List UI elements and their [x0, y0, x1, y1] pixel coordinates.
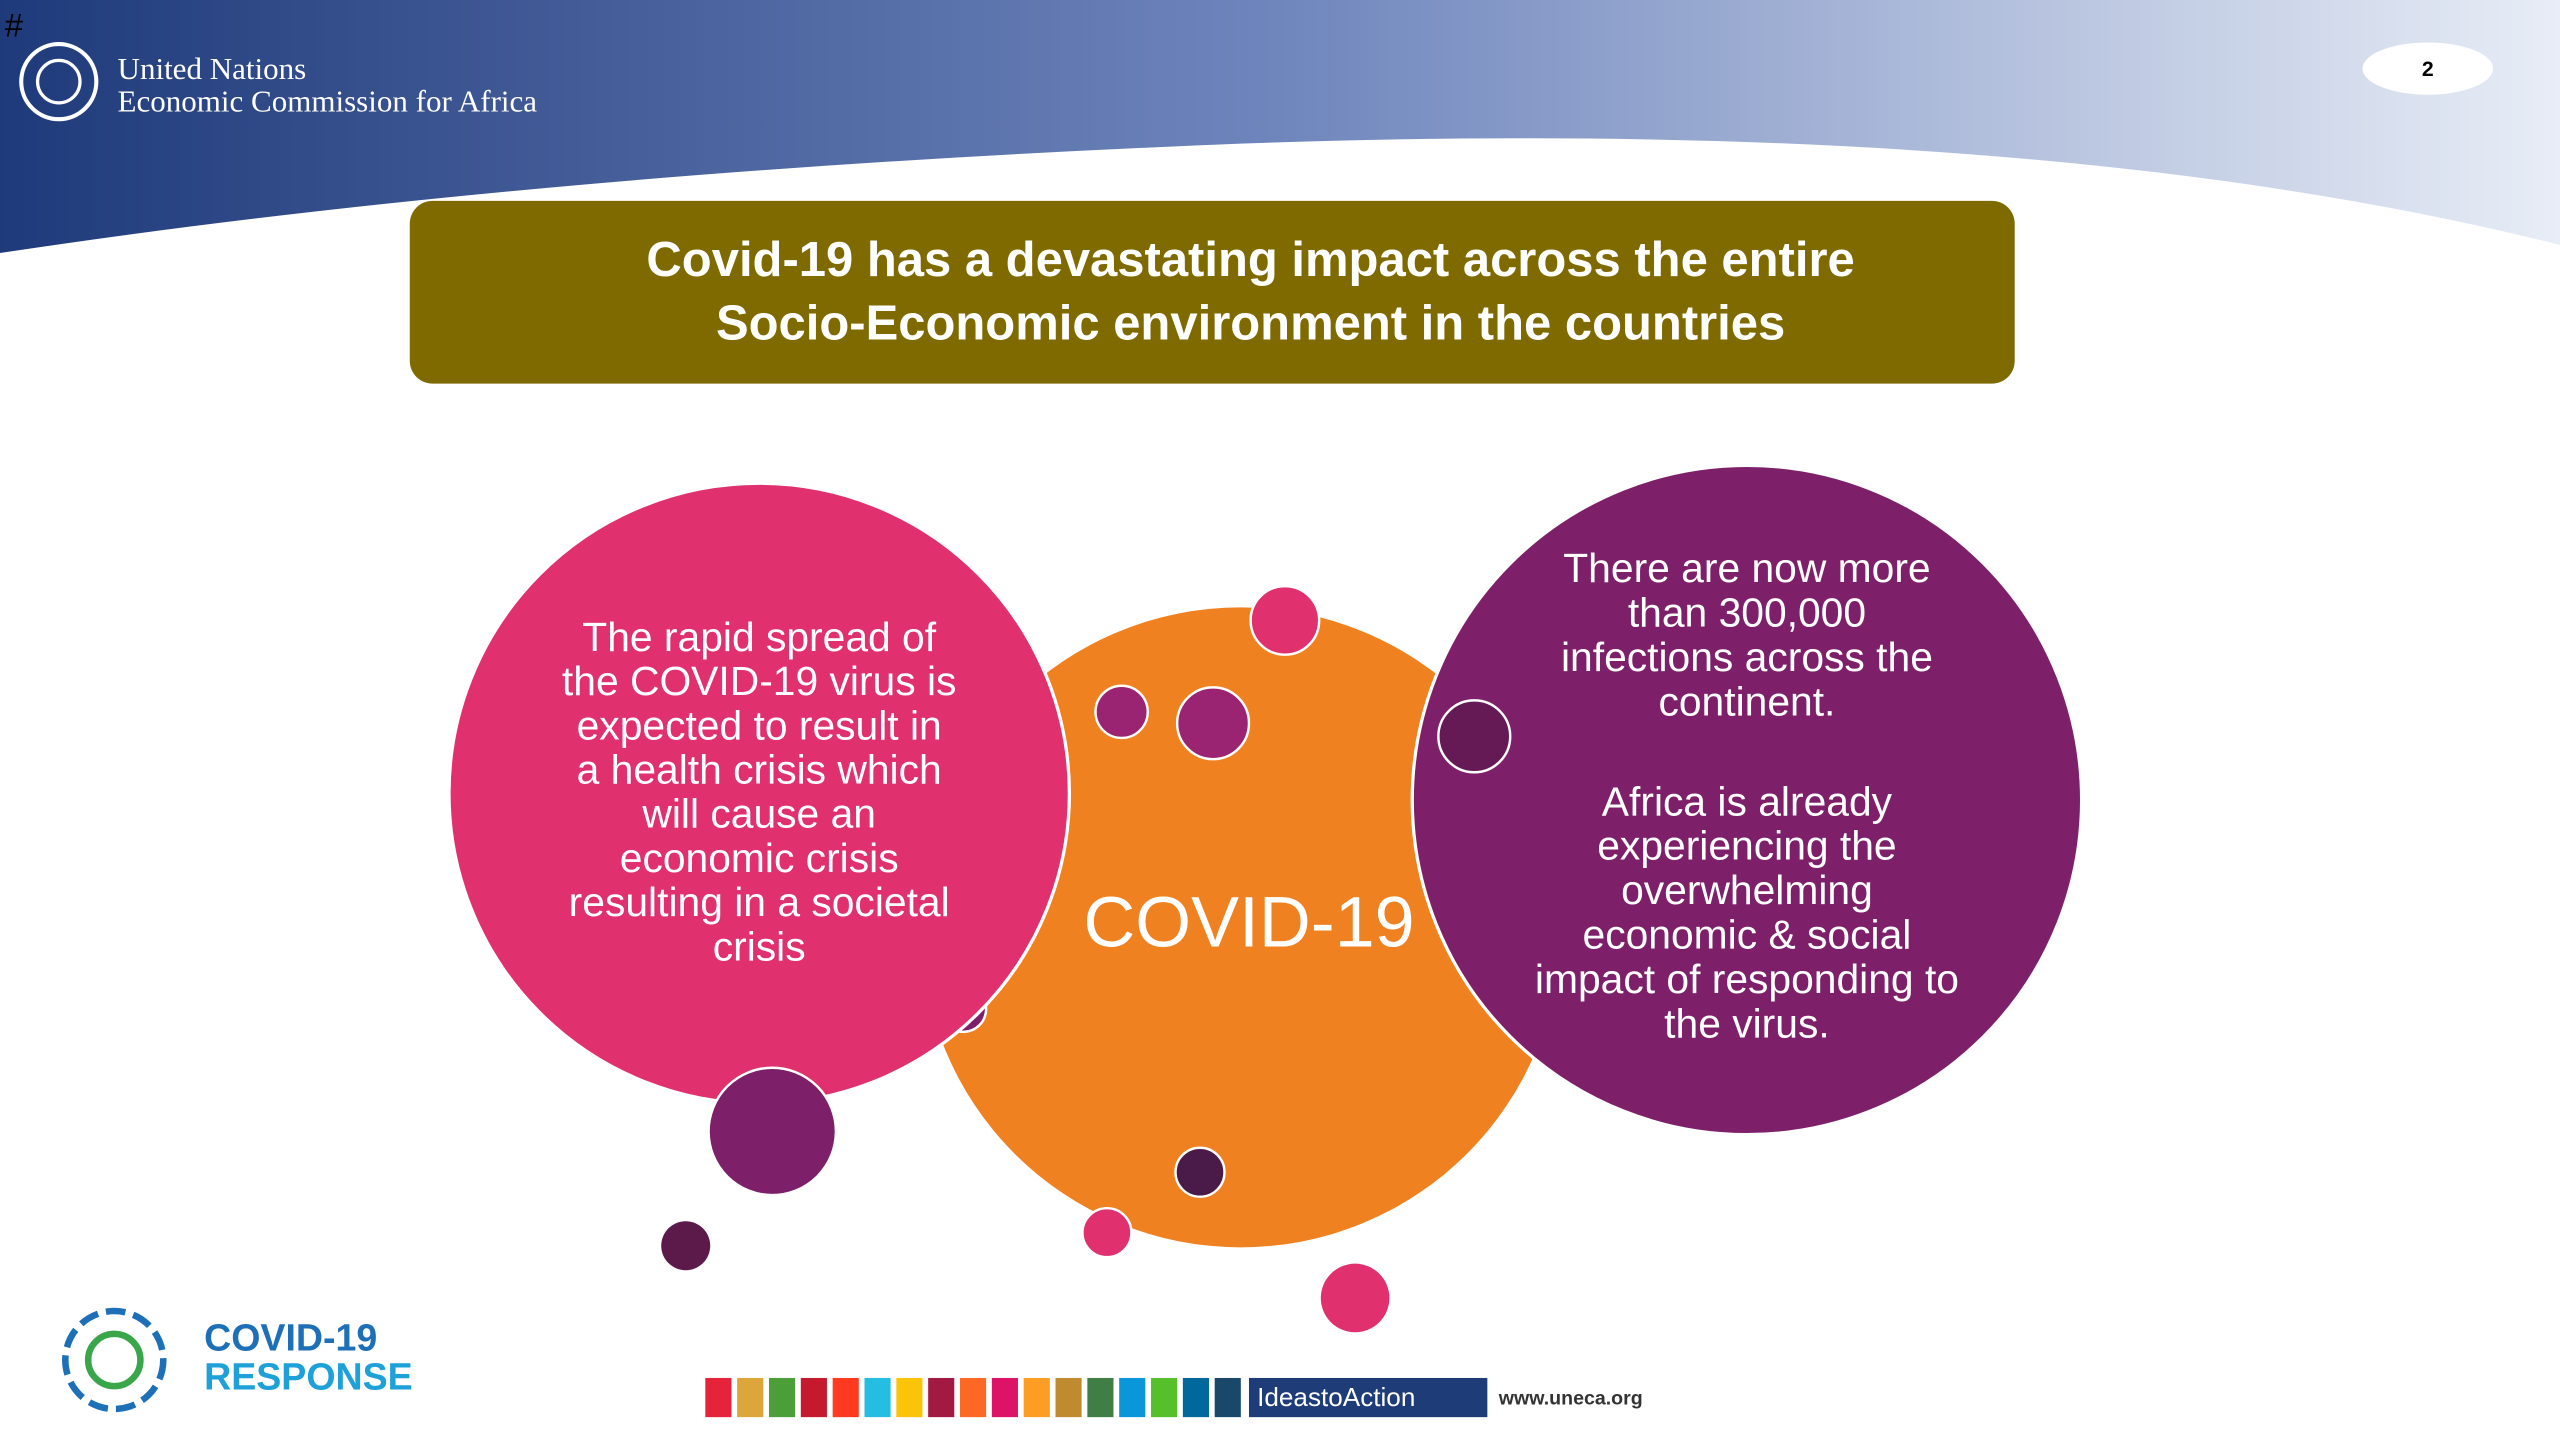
bubble [1174, 1146, 1226, 1198]
left-line: a health crisis which [577, 747, 942, 793]
page-number-badge [2362, 42, 2494, 95]
org-name: United Nations [118, 51, 307, 86]
sdg-tile [928, 1377, 955, 1418]
right-line: the virus. [1664, 1000, 1830, 1046]
right-line: infections across the [1561, 634, 1933, 680]
sdg-tile [1023, 1377, 1050, 1418]
title: Covid-19 has a devastating impact across… [646, 233, 1854, 351]
sdg-tile [864, 1377, 891, 1418]
sdg-tile [1119, 1377, 1146, 1418]
right-line: than 300,000 [1628, 590, 1866, 636]
bubble [1249, 584, 1321, 656]
right-line: Africa is already [1602, 778, 1893, 824]
title-line: Covid-19 has a devastating impact across… [646, 233, 1854, 287]
tagline-box [1248, 1377, 1488, 1418]
tagline: IdeastoAction [1257, 1382, 1415, 1412]
left-line: expected to result in [577, 702, 942, 748]
left-line: the COVID-19 virus is [562, 658, 956, 704]
sdg-tile [991, 1377, 1018, 1418]
corner-mark: # [5, 6, 23, 43]
sdg-tile [832, 1377, 859, 1418]
sdg-tile [1182, 1377, 1209, 1418]
sdg-tile [960, 1377, 987, 1418]
right-line: overwhelming [1621, 867, 1873, 913]
bubble [1175, 686, 1251, 761]
left-line: The rapid spread of [582, 614, 936, 660]
header-band [0, 0, 2560, 254]
sdg-tile [1087, 1377, 1114, 1418]
right-line: continent. [1658, 678, 1835, 724]
title-line: Socio-Economic environment in the countr… [716, 296, 1785, 350]
right-line: economic & social [1583, 912, 1912, 958]
left-line: economic crisis [620, 835, 899, 881]
center-label: COVID-19 [1083, 882, 1414, 962]
right-circle [1410, 463, 2084, 1137]
website: www.uneca.org [1498, 1387, 1643, 1409]
bubble [707, 1066, 838, 1197]
sdg-tile [1151, 1377, 1178, 1418]
bubble [1437, 699, 1512, 774]
right-line: There are now more [1563, 545, 1930, 591]
sdg-tile [800, 1377, 827, 1418]
title-box [409, 200, 2015, 384]
un-emblem-globe [35, 58, 82, 105]
bubble [1094, 684, 1149, 740]
left-line: resulting in a societal [569, 879, 950, 925]
bubble [661, 1221, 711, 1271]
un-emblem [19, 42, 99, 122]
right-line: experiencing the [1597, 823, 1896, 869]
org-name: Economic Commission for Africa [118, 84, 538, 119]
sdg-tile [896, 1377, 923, 1418]
bubble [1320, 1263, 1390, 1333]
sdg-bar [705, 1377, 1241, 1418]
response-logo-icon [62, 1307, 167, 1413]
logo-text: COVID-19 [204, 1316, 377, 1358]
sdg-tile [1214, 1377, 1241, 1418]
right-line: impact of responding to [1535, 956, 1959, 1002]
sdg-tile [705, 1377, 732, 1418]
center-circle [920, 607, 1561, 1248]
left-line: crisis [713, 923, 806, 969]
sdg-tile [737, 1377, 764, 1418]
left-line: will cause an [641, 791, 876, 837]
page-number: 2 [2422, 58, 2434, 81]
bubble [1081, 1206, 1133, 1259]
logo-text: RESPONSE [204, 1356, 413, 1398]
sdg-tile [1055, 1377, 1082, 1418]
sdg-tile [768, 1377, 796, 1418]
